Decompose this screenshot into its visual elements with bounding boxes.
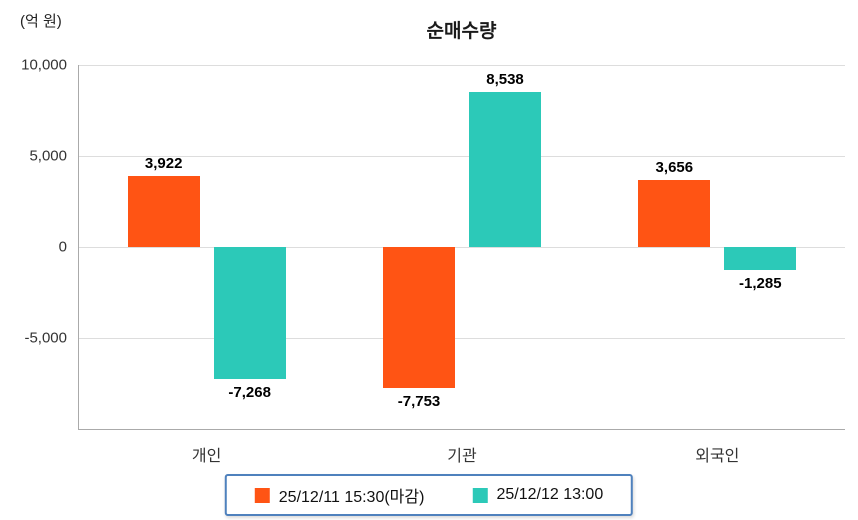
y-axis-tick-label: -5,000 (24, 329, 67, 347)
bar-value-label: 8,538 (486, 70, 524, 88)
gridline (79, 338, 845, 339)
chart-title: 순매수량 (426, 21, 497, 42)
bar-value-label: 3,922 (144, 154, 183, 172)
gridline (79, 247, 845, 248)
y-axis-unit-label: (억 원) (20, 13, 62, 30)
bar (383, 247, 455, 389)
legend-item: 25/12/12 13:00 (472, 486, 603, 504)
plot-area: 10,000 5,000 0 -5,000 개인 3,922 -7,268 기관 -7,753 8… (21, 57, 845, 465)
legend-label: 25/12/11 15:30(마감) (278, 489, 425, 506)
x-axis-category-label: 기관 (447, 448, 477, 465)
legend-swatch-icon (254, 487, 270, 503)
legend-swatch-icon (472, 487, 488, 503)
bar (127, 175, 200, 247)
bar-value-label: -7,753 (397, 393, 441, 411)
legend-label: 25/12/12 13:00 (496, 486, 604, 503)
x-axis-category-label: 외국인 (695, 448, 740, 465)
bar-value-label: -1,285 (739, 275, 782, 293)
bar (638, 180, 711, 247)
bar (213, 247, 286, 380)
gridline (79, 65, 845, 66)
bar (724, 247, 797, 271)
bar (469, 91, 541, 247)
y-axis-tick-label: 5,000 (29, 147, 67, 165)
legend: 25/12/11 15:30(마감) 25/12/12 13:00 (224, 474, 634, 516)
gridline (79, 156, 845, 157)
legend-item: 25/12/11 15:30(마감) (254, 483, 425, 507)
y-axis-tick-label: 0 (58, 238, 67, 256)
x-axis-category-label: 개인 (191, 448, 222, 465)
bar-value-label: 3,656 (655, 159, 694, 177)
bar-value-label: -7,268 (228, 384, 271, 402)
y-axis-tick-label: 10,000 (21, 56, 67, 74)
